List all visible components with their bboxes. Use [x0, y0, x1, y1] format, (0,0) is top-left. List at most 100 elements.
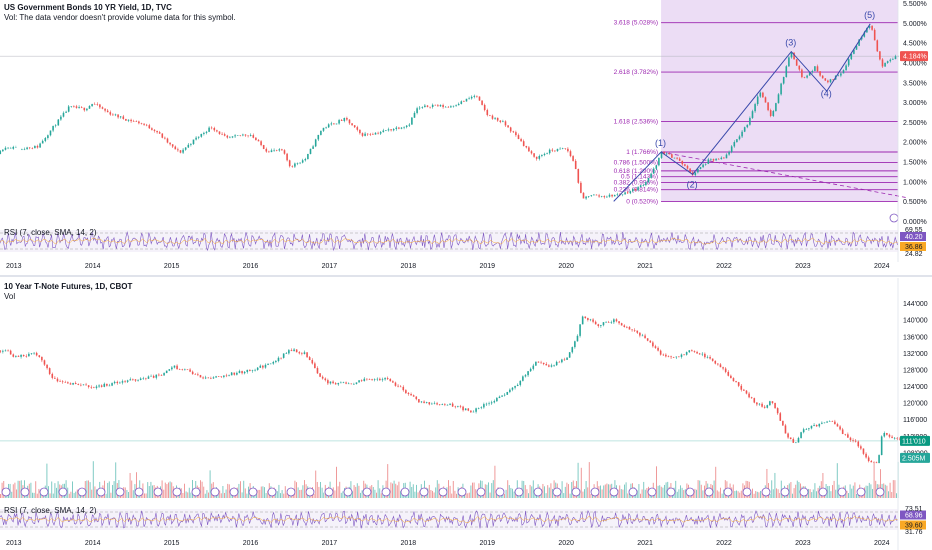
y-tick-label: 5.000%: [903, 21, 927, 28]
rsi-pane-1: [0, 230, 926, 252]
fib-level-label: 0.5 (1.143%): [621, 174, 658, 181]
y-tick-label: 132'000: [903, 351, 928, 358]
x-tick-label: 2024: [874, 263, 890, 270]
rsi-band: [0, 509, 898, 530]
event-marker-icon: [889, 213, 899, 223]
event-icon: [837, 487, 847, 497]
event-icon: [818, 487, 828, 497]
rsi-tick-low: 24.82: [905, 251, 923, 258]
y-tick-label: 120'000: [903, 401, 928, 408]
fib-level-label: 1 (1.766%): [626, 149, 658, 156]
y-tick-label: 128'000: [903, 367, 928, 374]
rsi-ma-line: [0, 515, 898, 524]
event-icon: [476, 487, 486, 497]
x-tick-label: 2023: [795, 540, 811, 547]
event-icon: [571, 487, 581, 497]
fib-level-label: 2.618 (3.782%): [614, 69, 658, 76]
event-icon: [457, 487, 467, 497]
rsi-pane-2: [0, 509, 926, 530]
x-tick-label: 2020: [558, 540, 574, 547]
event-icon: [438, 487, 448, 497]
y-tick-label: 3.500%: [903, 80, 927, 87]
chart-2-subtitle: Vol: [4, 292, 16, 301]
x-tick-label: 2013: [6, 540, 22, 547]
y-tick-label: 0.500%: [903, 199, 927, 206]
rsi-value-tag-bg: [900, 510, 926, 520]
rsi-ma-tag-bg: [900, 242, 926, 251]
event-icon: [495, 487, 505, 497]
event-icon: [381, 487, 391, 497]
x-tick-label: 2018: [401, 263, 417, 270]
rsi-value-tag: 68.96: [905, 513, 923, 520]
event-icon: [39, 487, 49, 497]
rsi-value-tag-bg: [900, 232, 926, 241]
x-tick-label: 2021: [637, 540, 653, 547]
x-tick-label: 2019: [479, 540, 495, 547]
event-icon: [248, 487, 258, 497]
chart-1-subtitle: Vol: The data vendor doesn't provide vol…: [4, 13, 236, 22]
rsi-ma-tag-bg: [900, 520, 926, 530]
last-price-tag-bg: [900, 435, 930, 446]
event-icon: [191, 487, 201, 497]
y-tick-label: 1.500%: [903, 160, 927, 167]
fib-level-label: 0.382 (0.996%): [614, 180, 658, 187]
event-icon: [153, 487, 163, 497]
wave-label: (5): [864, 10, 875, 20]
x-tick-label: 2015: [164, 263, 180, 270]
y-tick-label: 116'000: [903, 417, 927, 424]
event-icon: [172, 487, 182, 497]
fib-level-label: 0.618 (1.290%): [614, 168, 658, 175]
event-icon: [628, 487, 638, 497]
y-tick-label: 4.500%: [903, 41, 927, 48]
y-tick-label: 1.000%: [903, 179, 927, 186]
event-icon: [343, 487, 353, 497]
y-tick-label: 124'000: [903, 384, 928, 391]
y-tick-label: 3.000%: [903, 100, 927, 107]
event-icon: [685, 487, 695, 497]
wave-label: (2): [687, 179, 698, 189]
event-icon: [742, 487, 752, 497]
y-tick-label: 136'000: [903, 334, 928, 341]
event-icon: [856, 487, 866, 497]
y-tick-label: 2.000%: [903, 140, 927, 147]
last-price-tag-bg: [900, 51, 928, 62]
x-tick-label: 2014: [85, 540, 101, 547]
event-icon: [780, 487, 790, 497]
event-icon: [20, 487, 30, 497]
event-icon: [419, 487, 429, 497]
fib-level-label: 0.786 (1.500%): [614, 160, 658, 167]
event-icon: [96, 487, 106, 497]
event-icon: [134, 487, 144, 497]
last-price-tag: 4.184%: [903, 54, 927, 61]
event-icon: [362, 487, 372, 497]
chart-1-title: US Government Bonds 10 YR Yield, 1D, TVC: [4, 3, 172, 12]
event-icon: [210, 487, 220, 497]
x-tick-label: 2017: [322, 263, 338, 270]
event-icon: [400, 487, 410, 497]
event-icon: [115, 487, 125, 497]
event-icon: [666, 487, 676, 497]
elliott-wave-path: [613, 23, 871, 202]
x-tick-label: 2022: [716, 540, 732, 547]
event-icon: [1, 487, 11, 497]
rsi-tick-low: 31.76: [905, 529, 923, 536]
event-icon: [324, 487, 334, 497]
x-tick-label: 2016: [243, 263, 259, 270]
event-icon: [761, 487, 771, 497]
futures-candles: [0, 315, 906, 464]
rsi-value-tag: 40.20: [905, 234, 923, 241]
x-tick-label: 2022: [716, 263, 732, 270]
x-tick-label: 2024: [874, 540, 890, 547]
x-tick-label: 2020: [558, 263, 574, 270]
event-icon: [799, 487, 809, 497]
y-tick-label: 140'000: [903, 318, 928, 325]
yield-candles-early: [0, 145, 17, 155]
event-icon: [305, 487, 315, 497]
y-tick-label: 4.000%: [903, 60, 927, 67]
fib-level-label: 1.618 (2.536%): [614, 118, 658, 125]
x-tick-label: 2019: [479, 263, 495, 270]
wave-label: (4): [821, 88, 832, 98]
event-icon: [609, 487, 619, 497]
x-tick-label: 2014: [85, 263, 101, 270]
